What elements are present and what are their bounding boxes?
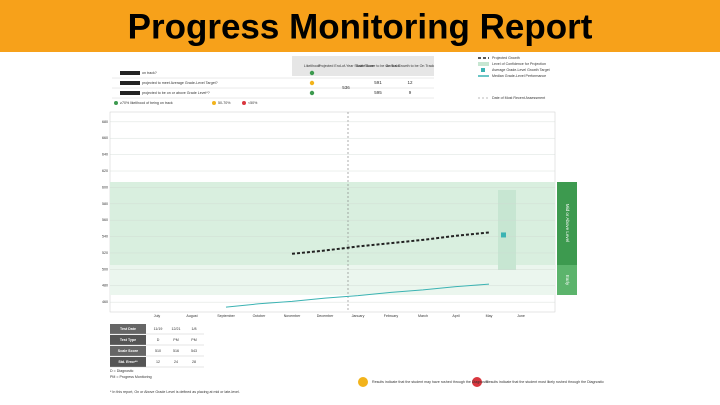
legend-label: Median Grade-Level Performance xyxy=(492,74,546,78)
column-header: Likelihood xyxy=(304,64,320,68)
y-tick-label: 500 xyxy=(102,267,108,271)
note: PM = Progress Monitoring xyxy=(110,375,152,379)
likelihood-icon xyxy=(309,70,315,76)
x-tick-label: June xyxy=(517,314,525,318)
y-tick-label: 660 xyxy=(102,136,108,140)
redaction xyxy=(120,71,140,75)
legend-swatch xyxy=(478,62,489,66)
projected-score: 536 xyxy=(342,85,350,90)
x-tick-label: December xyxy=(317,314,334,318)
on-track-score: 595 xyxy=(374,90,382,95)
test-row-bg xyxy=(110,346,146,356)
key-icon xyxy=(212,101,216,105)
band-label: Early xyxy=(565,275,570,286)
callout-icon xyxy=(472,377,482,387)
test-row-bg xyxy=(110,357,146,367)
y-tick-label: 540 xyxy=(102,235,108,239)
key-label: ≥70% likelihood of being on track xyxy=(120,101,173,105)
confidence-band xyxy=(498,190,516,270)
legend-label: Date of Most Recent Assessment xyxy=(492,96,545,100)
early-marker xyxy=(557,265,577,295)
title-band xyxy=(0,0,720,52)
test-cell: 1/8 xyxy=(192,327,197,331)
y-tick-label: 520 xyxy=(102,251,108,255)
y-tick-label: 580 xyxy=(102,202,108,206)
y-tick-label: 560 xyxy=(102,218,108,222)
legend-swatch xyxy=(481,68,485,72)
row-question: on track? xyxy=(142,71,157,75)
x-tick-label: November xyxy=(284,314,301,318)
note: D = Diagnostic xyxy=(110,369,134,373)
x-tick-label: March xyxy=(418,314,428,318)
x-tick-label: July xyxy=(154,314,161,318)
key-icon xyxy=(242,101,246,105)
test-cell: 12 xyxy=(156,360,160,364)
legend-label: Average Grade-Level Growth Target xyxy=(492,68,550,72)
key-label: <50% xyxy=(248,101,258,105)
redaction xyxy=(120,81,140,85)
x-tick-label: August xyxy=(186,314,197,318)
level-marker xyxy=(557,182,577,265)
test-cell: Scale Score xyxy=(118,349,138,353)
test-cell: Test Date xyxy=(120,327,136,331)
test-cell: 543 xyxy=(191,349,197,353)
test-cell: Std. Error** xyxy=(118,360,138,364)
table-header-bg xyxy=(292,56,434,76)
band-label: Mid or Above Level xyxy=(565,204,570,242)
callout-icon xyxy=(358,377,368,387)
y-tick-label: 680 xyxy=(102,120,108,124)
x-tick-label: May xyxy=(486,314,493,318)
test-row-bg xyxy=(110,335,146,345)
target-marker xyxy=(501,232,506,238)
series-line xyxy=(225,283,490,308)
column-header: Annual Growth to be On Track xyxy=(386,64,435,68)
key-icon xyxy=(114,101,118,105)
test-cell: 12/21 xyxy=(172,327,181,331)
redaction xyxy=(120,91,140,95)
y-tick-label: 600 xyxy=(102,185,108,189)
on-track-score: 591 xyxy=(374,80,382,85)
legend-label: Level of Confidence for Projection xyxy=(492,62,546,66)
test-cell: 516 xyxy=(173,349,179,353)
test-cell: D xyxy=(157,338,160,342)
note: * In this report, On or Above Grade Leve… xyxy=(110,390,240,394)
level-band xyxy=(110,182,555,265)
test-cell: 11/19 xyxy=(154,327,163,331)
on-track-growth: 9 xyxy=(409,90,412,95)
test-row-bg xyxy=(110,324,146,334)
x-tick-label: January xyxy=(352,314,365,318)
row-question: projected to meet Average Grade-Level Ta… xyxy=(142,81,218,85)
test-cell: PM xyxy=(191,338,196,342)
column-header: Projected End-of-Year Scale Score xyxy=(318,64,374,68)
test-cell: Test Type xyxy=(120,338,136,342)
callout: Results indicate that the student may ha… xyxy=(372,380,489,384)
x-tick-label: April xyxy=(452,314,459,318)
test-cell: 24 xyxy=(174,360,178,364)
early-band xyxy=(110,265,555,295)
test-cell: PM xyxy=(173,338,178,342)
on-track-growth: 12 xyxy=(407,80,413,85)
slide-title: Progress Monitoring Report xyxy=(128,7,593,46)
row-question: projected to be on or above Grade Level*… xyxy=(142,91,210,95)
y-tick-label: 640 xyxy=(102,153,108,157)
callout: Results indicate that the student most l… xyxy=(486,380,604,384)
key-label: 50-70% xyxy=(218,101,231,105)
column-header: Scale Score to be On Track xyxy=(356,64,400,68)
test-cell: 28 xyxy=(192,360,196,364)
test-cell: 510 xyxy=(155,349,161,353)
x-tick-label: October xyxy=(253,314,267,318)
likelihood-icon xyxy=(309,80,315,86)
y-tick-label: 480 xyxy=(102,284,108,288)
y-tick-label: 620 xyxy=(102,169,108,173)
x-tick-label: February xyxy=(384,314,399,318)
likelihood-icon xyxy=(309,90,315,96)
y-tick-label: 460 xyxy=(102,300,108,304)
legend-label: Projected Growth xyxy=(492,56,520,60)
x-tick-label: September xyxy=(217,314,235,318)
